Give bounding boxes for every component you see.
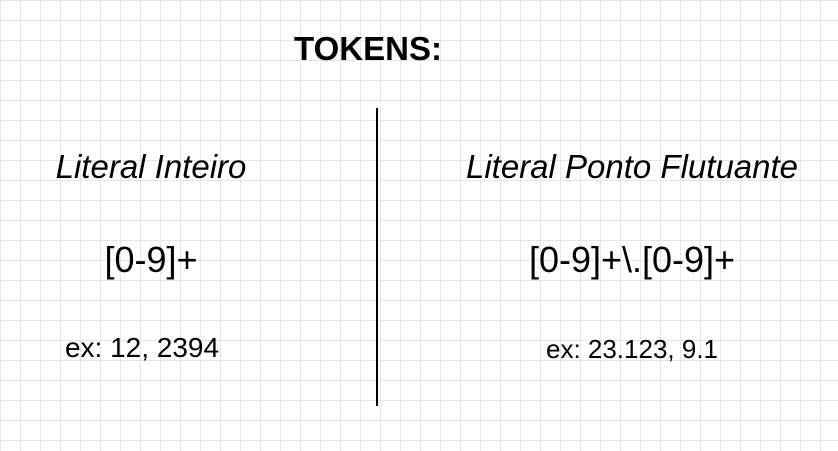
column-divider	[376, 108, 378, 406]
integer-literal-regex: [0-9]+	[104, 239, 198, 280]
integer-literal-heading: Literal Inteiro	[55, 148, 247, 185]
float-literal-regex: [0-9]+\.[0-9]+	[528, 239, 736, 280]
diagram-title: TOKENS:	[294, 30, 442, 67]
float-literal-heading: Literal Ponto Flutuante	[465, 148, 799, 185]
integer-literal-example: ex: 12, 2394	[64, 332, 220, 363]
float-literal-example: ex: 23.123, 9.1	[545, 334, 719, 364]
